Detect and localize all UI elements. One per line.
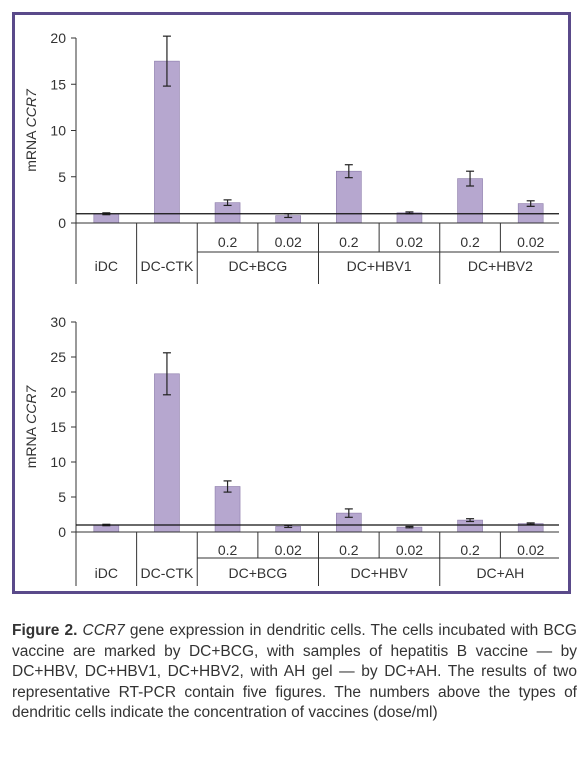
concentration-label: 0.02 xyxy=(396,542,423,558)
group-label: DC+BCG xyxy=(229,565,288,581)
y-axis-label: mRNA CCR7 xyxy=(23,88,39,172)
concentration-label: 0.02 xyxy=(275,542,302,558)
y-tick-label: 15 xyxy=(50,76,66,92)
y-tick-label: 30 xyxy=(50,314,66,330)
y-tick-label: 5 xyxy=(58,169,66,185)
y-tick-label: 0 xyxy=(58,215,66,231)
concentration-label: 0.2 xyxy=(218,234,238,250)
caption-gene: CCR7 xyxy=(82,622,125,639)
figure-charts: 0 5 10 15 20 mRNA CCR7 0.2 0.02 0.2 0.02 0.2 0.02 iD… xyxy=(23,30,559,586)
y-tick-label: 20 xyxy=(50,30,66,46)
figure-caption: Figure 2. CCR7 gene expression in dendri… xyxy=(12,621,577,724)
concentration-label: 0.2 xyxy=(339,542,359,558)
group-label: DC-CTK xyxy=(140,565,194,581)
group-label: iDC xyxy=(95,565,118,581)
concentration-label: 0.2 xyxy=(218,542,238,558)
concentration-label: 0.02 xyxy=(275,234,302,250)
concentration-label: 0.2 xyxy=(460,234,480,250)
concentration-label: 0.2 xyxy=(460,542,480,558)
bar xyxy=(154,373,180,533)
y-tick-label: 0 xyxy=(58,524,66,540)
figure-frame xyxy=(12,12,571,594)
group-label: DC+AH xyxy=(476,565,524,581)
y-tick-label: 20 xyxy=(50,384,66,400)
group-label: DC+BCG xyxy=(229,258,288,274)
concentration-label: 0.02 xyxy=(517,542,544,558)
y-tick-label: 15 xyxy=(50,419,66,435)
y-tick-label: 5 xyxy=(58,489,66,505)
group-label: iDC xyxy=(95,258,118,274)
concentration-label: 0.2 xyxy=(339,234,359,250)
caption-text: gene expression in dendritic cells. The … xyxy=(12,622,577,721)
concentration-label: 0.02 xyxy=(396,234,423,250)
group-label: DC-CTK xyxy=(140,258,194,274)
y-tick-label: 10 xyxy=(50,454,66,470)
concentration-label: 0.02 xyxy=(517,234,544,250)
bar xyxy=(336,170,362,224)
y-axis-label: mRNA CCR7 xyxy=(23,385,39,469)
y-tick-label: 25 xyxy=(50,349,66,365)
group-label: DC+HBV1 xyxy=(347,258,412,274)
group-label: DC+HBV2 xyxy=(468,258,533,274)
caption-label: Figure 2. xyxy=(12,622,78,639)
bar xyxy=(154,60,180,224)
bar xyxy=(396,212,423,224)
y-tick-label: 10 xyxy=(50,123,66,139)
group-label: DC+HBV xyxy=(351,565,409,581)
